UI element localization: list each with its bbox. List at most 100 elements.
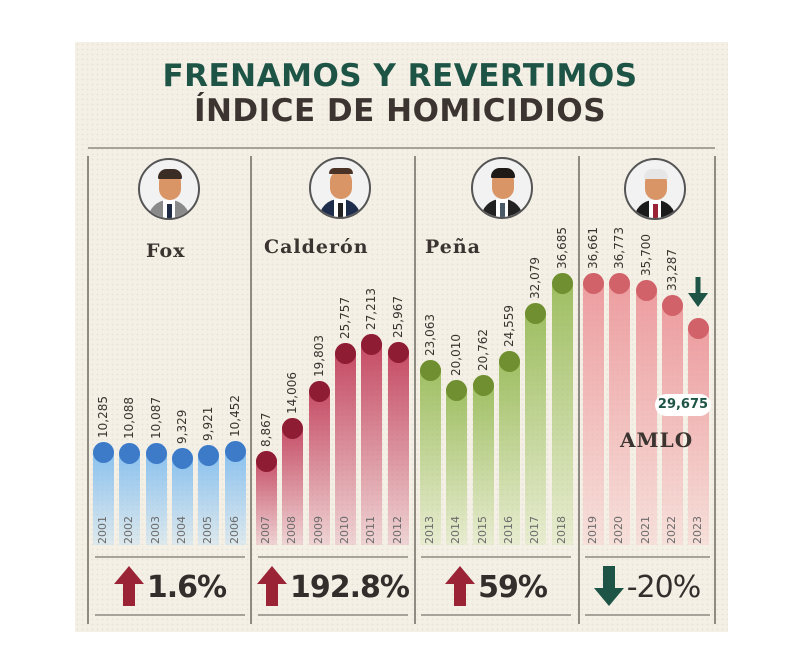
pct-rule xyxy=(258,614,408,616)
bar-cap xyxy=(662,295,683,316)
bar-2012 xyxy=(388,342,409,545)
year-label: 2018 xyxy=(555,516,568,544)
pct-change-fox: 1.6% xyxy=(95,562,245,612)
value-label: 10,087 xyxy=(149,397,163,439)
bar-2006 xyxy=(225,441,246,545)
value-label: 9,921 xyxy=(201,406,215,441)
panel-name-pena: Peña xyxy=(425,236,481,258)
bar-2023 xyxy=(688,318,709,545)
pct-rule xyxy=(95,556,245,558)
title-divider xyxy=(88,147,715,149)
year-label: 2017 xyxy=(528,516,541,544)
value-label: 9,329 xyxy=(175,409,189,444)
bar-2021 xyxy=(636,280,657,545)
bar-cap xyxy=(473,375,494,396)
bar-2015 xyxy=(473,375,494,545)
year-label: 2009 xyxy=(312,516,325,544)
bar-cap xyxy=(146,443,167,464)
bar-cap xyxy=(583,273,604,294)
value-label: 25,967 xyxy=(391,296,405,338)
panel-divider xyxy=(414,156,416,624)
value-label: 24,559 xyxy=(502,305,516,347)
value-label: 14,006 xyxy=(285,372,299,414)
pct-rule xyxy=(585,556,710,558)
down-arrow-icon xyxy=(593,566,624,606)
bar-2001 xyxy=(93,442,114,545)
panel-name-amlo: AMLO xyxy=(620,428,694,452)
year-label: 2004 xyxy=(175,516,188,544)
year-label: 2002 xyxy=(122,516,135,544)
year-label: 2019 xyxy=(586,516,599,544)
up-arrow-icon xyxy=(257,566,288,606)
panel-name-fox: Fox xyxy=(146,240,186,262)
amlo-portrait xyxy=(624,158,686,220)
value-label: 19,803 xyxy=(312,335,326,377)
year-label: 2016 xyxy=(502,516,515,544)
bar-cap xyxy=(420,360,441,381)
bar-cap xyxy=(388,342,409,363)
year-label: 2022 xyxy=(665,516,678,544)
year-label: 2008 xyxy=(285,516,298,544)
value-label: 36,773 xyxy=(612,227,626,269)
bar-2011 xyxy=(361,334,382,545)
year-label: 2006 xyxy=(228,516,241,544)
value-label: 8,867 xyxy=(259,412,273,447)
bar-2017 xyxy=(525,303,546,545)
bar-2022 xyxy=(662,295,683,545)
bar-cap xyxy=(119,443,140,464)
up-arrow-icon xyxy=(445,566,476,606)
bar-cap xyxy=(609,273,630,294)
year-label: 2012 xyxy=(391,516,404,544)
year-label: 2011 xyxy=(364,516,377,544)
value-label: 10,088 xyxy=(122,397,136,439)
bar-2019 xyxy=(583,273,604,545)
bar-2018 xyxy=(552,273,573,545)
bar-2005 xyxy=(198,445,219,545)
value-label: 36,661 xyxy=(586,227,600,269)
panel-divider xyxy=(714,156,716,624)
pct-value: -20% xyxy=(626,569,702,605)
value-label: 20,010 xyxy=(449,334,463,376)
pct-value: 1.6% xyxy=(146,569,227,605)
bar-2009 xyxy=(309,381,330,545)
pct-value: 59% xyxy=(478,569,548,605)
year-label: 2001 xyxy=(96,516,109,544)
bar-cap xyxy=(525,303,546,324)
panel-divider xyxy=(578,156,580,624)
bar-cap xyxy=(335,343,356,364)
fox-portrait xyxy=(138,158,200,220)
year-label: 2015 xyxy=(476,516,489,544)
value-label: 35,700 xyxy=(639,234,653,276)
bar-2010 xyxy=(335,343,356,545)
year-label: 2013 xyxy=(423,516,436,544)
bar-cap xyxy=(282,418,303,439)
value-label: 10,285 xyxy=(96,396,110,438)
panel-name-calderon: Calderón xyxy=(264,236,369,258)
pena-portrait xyxy=(471,157,533,219)
down-arrow-icon xyxy=(688,277,708,307)
bar-2004 xyxy=(172,448,193,545)
highlight-value-badge: 29,675 xyxy=(655,394,711,416)
pct-change-amlo: -20% xyxy=(582,562,712,612)
bar-2003 xyxy=(146,443,167,545)
pct-rule xyxy=(95,614,245,616)
pct-rule xyxy=(585,614,710,616)
bar-cap xyxy=(309,381,330,402)
value-label: 20,762 xyxy=(476,329,490,371)
year-label: 2021 xyxy=(639,516,652,544)
bar-2016 xyxy=(499,351,520,545)
value-label: 32,079 xyxy=(528,257,542,299)
bar-cap xyxy=(446,380,467,401)
pct-rule xyxy=(421,556,571,558)
title-line-1: FRENAMOS Y REVERTIMOS xyxy=(162,58,638,94)
year-label: 2010 xyxy=(338,516,351,544)
bar-cap xyxy=(636,280,657,301)
bar-2014 xyxy=(446,380,467,545)
value-label: 27,213 xyxy=(364,288,378,330)
value-label: 10,452 xyxy=(228,395,242,437)
bar-cap xyxy=(256,451,277,472)
pct-value: 192.8% xyxy=(290,569,410,605)
value-label: 25,757 xyxy=(338,297,352,339)
bar-2013 xyxy=(420,360,441,545)
bar-cap xyxy=(172,448,193,469)
